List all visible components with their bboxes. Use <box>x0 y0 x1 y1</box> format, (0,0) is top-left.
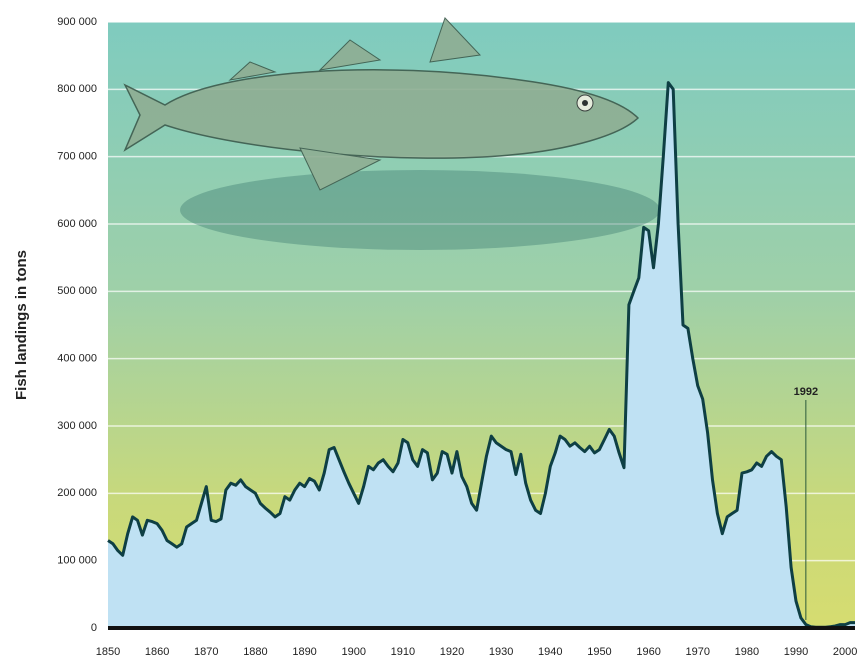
y-tick-label: 800 000 <box>57 83 97 95</box>
y-tick-label: 500 000 <box>57 285 97 297</box>
x-tick-label: 1930 <box>489 646 513 658</box>
x-tick-label: 1940 <box>538 646 562 658</box>
x-tick-label: 1870 <box>194 646 218 658</box>
plot: 1992 <box>107 81 855 630</box>
x-tick-label: 1960 <box>636 646 660 658</box>
x-tick-label: 1850 <box>96 646 120 658</box>
y-tick-label: 900 000 <box>57 16 97 28</box>
y-tick-label: 600 000 <box>57 218 97 230</box>
y-tick-label: 0 <box>91 622 97 634</box>
x-tick-label: 1950 <box>587 646 611 658</box>
x-tick-label: 2000 <box>833 646 857 658</box>
fish-illustration <box>123 17 660 250</box>
x-tick-label: 1860 <box>145 646 169 658</box>
x-tick-label: 1890 <box>292 646 316 658</box>
x-tick-label: 1920 <box>440 646 464 658</box>
y-tick-label: 700 000 <box>57 151 97 163</box>
line <box>107 81 855 629</box>
y-tick-label: 100 000 <box>57 555 97 567</box>
x-tick-label: 1900 <box>341 646 365 658</box>
annotation-label: 1992 <box>794 386 818 398</box>
x-tick-label: 1910 <box>391 646 415 658</box>
y-tick-label: 400 000 <box>57 353 97 365</box>
x-tick-label: 1990 <box>784 646 808 658</box>
x-tick-label: 1880 <box>243 646 267 658</box>
x-tick-label: 1970 <box>685 646 709 658</box>
y-tick-label: 300 000 <box>57 420 97 432</box>
y-axis-title: Fish landings in tons <box>13 250 30 400</box>
y-tick-label: 200 000 <box>57 487 97 499</box>
x-tick-label: 1980 <box>735 646 759 658</box>
